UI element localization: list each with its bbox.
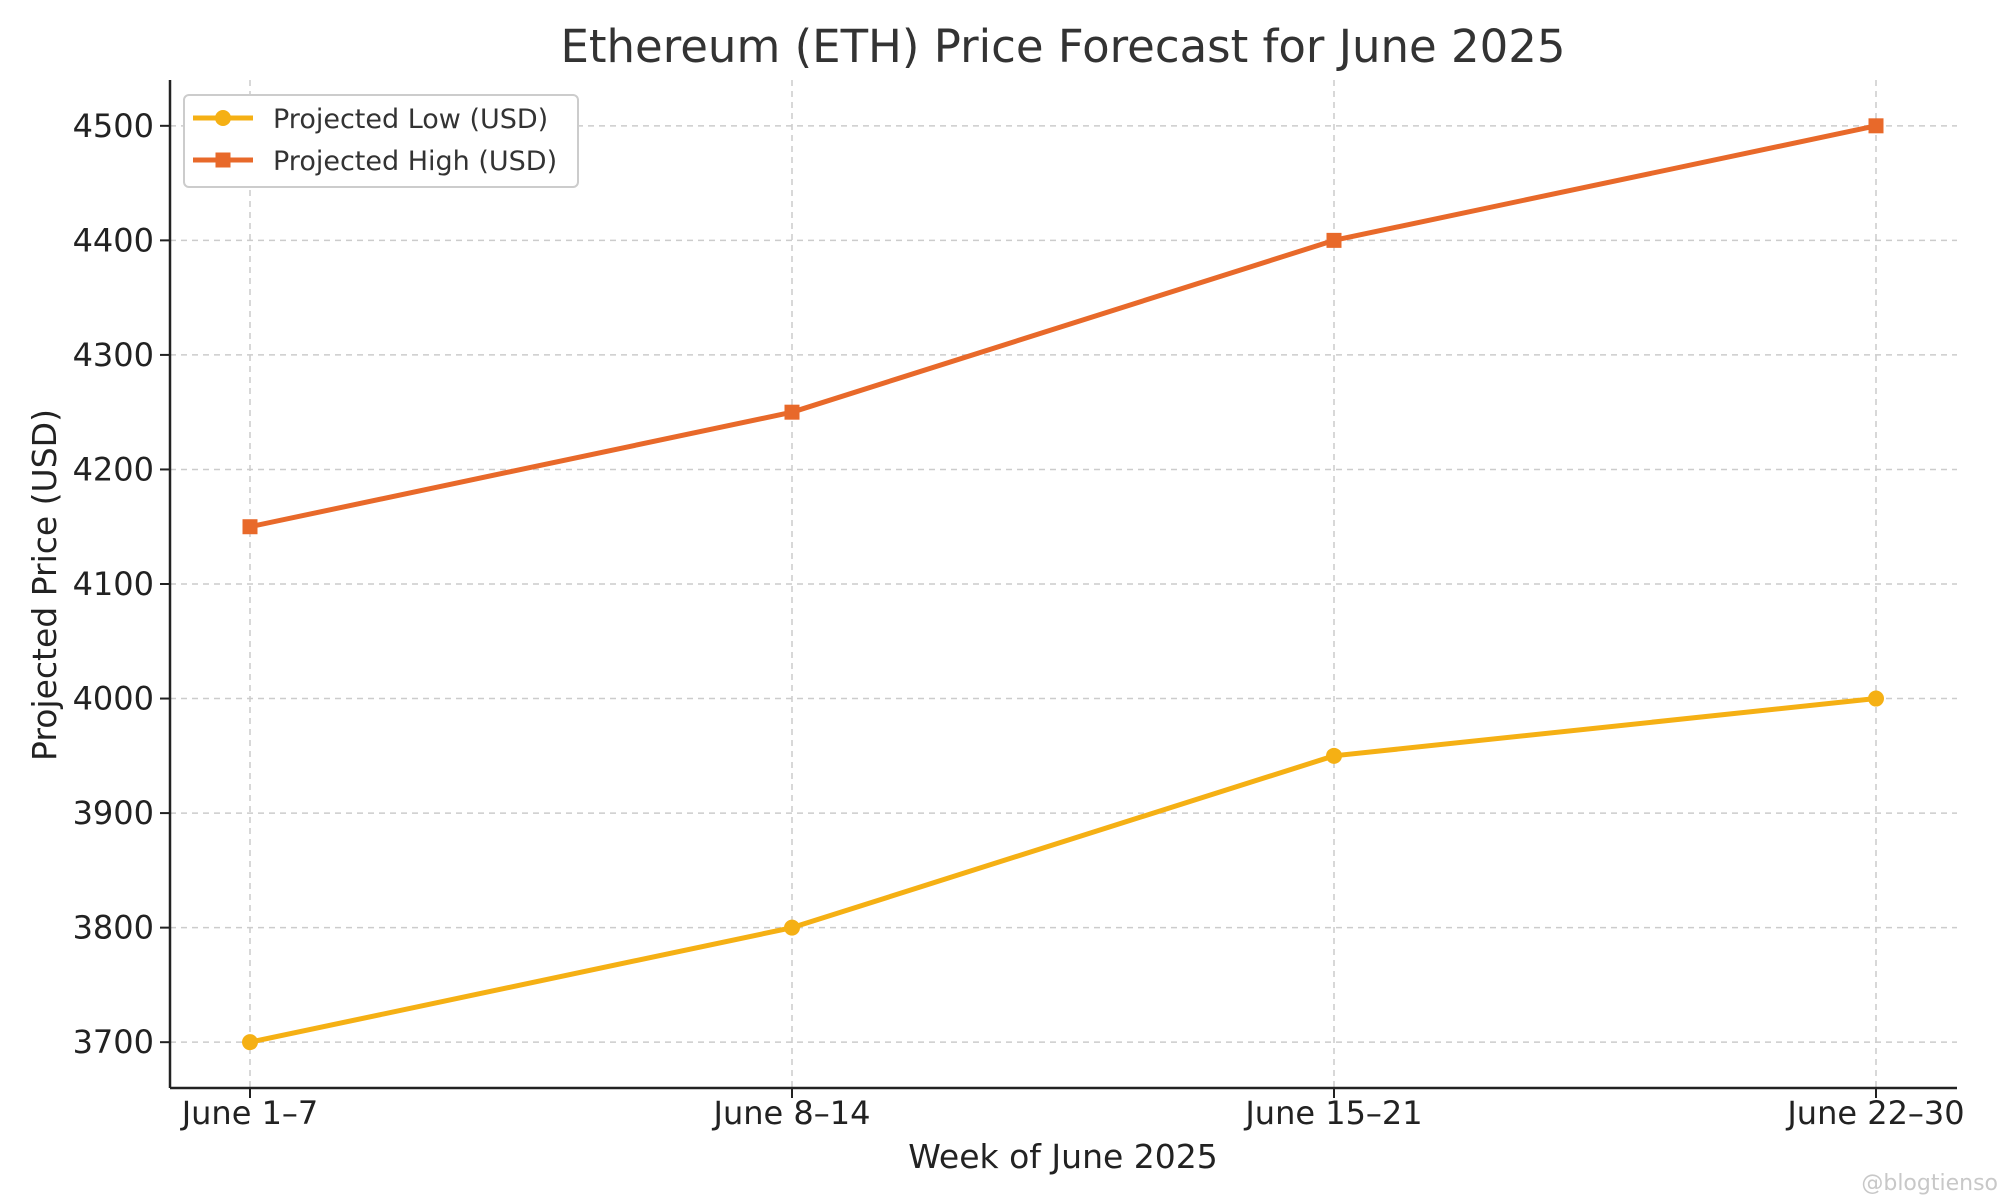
- grid: [170, 80, 1957, 1088]
- series-projected-high: [242, 118, 1884, 535]
- chart-title: Ethereum (ETH) Price Forecast for June 2…: [560, 20, 1565, 73]
- data-point: [784, 404, 800, 420]
- legend: Projected Low (USD) Projected High (USD): [183, 94, 579, 188]
- data-point: [242, 1034, 258, 1051]
- x-tick-label: June 22–30: [1785, 1094, 1964, 1132]
- y-tick-label: 4200: [73, 450, 154, 488]
- legend-marker: [215, 152, 231, 168]
- y-tick-label: 3800: [73, 909, 154, 947]
- y-tick-label: 4400: [73, 221, 154, 259]
- y-tick-label: 3900: [73, 794, 154, 832]
- y-axis-label: Projected Price (USD): [25, 409, 64, 761]
- ticks: 3700 3800 3900 4000 4100 4200 4300 4400 4500 June…: [73, 107, 1965, 1132]
- x-tick-label: June 15–21: [1243, 1094, 1422, 1132]
- watermark: @blogtienso: [1861, 1171, 1998, 1196]
- x-axis-label: Week of June 2025: [908, 1137, 1218, 1176]
- data-point: [1326, 232, 1342, 248]
- series-projected-low: [242, 690, 1884, 1051]
- data-point: [784, 919, 800, 936]
- series: [242, 118, 1884, 1051]
- y-tick-label: 3700: [73, 1023, 154, 1061]
- legend-box: [183, 94, 579, 188]
- y-tick-label: 4000: [73, 680, 154, 718]
- y-tick-label: 4300: [73, 336, 154, 374]
- y-tick-label: 4100: [73, 565, 154, 603]
- series-line: [249, 696, 1877, 1045]
- data-point: [242, 519, 258, 535]
- legend-label: Projected High (USD): [273, 146, 557, 177]
- y-tick-label: 4500: [73, 107, 154, 145]
- x-tick-label: June 1–7: [180, 1094, 319, 1132]
- x-tick-label: June 8–14: [712, 1094, 871, 1132]
- series-line: [249, 123, 1877, 530]
- data-point: [1326, 747, 1342, 764]
- data-point: [1868, 690, 1884, 707]
- data-point: [1868, 118, 1884, 134]
- legend-label: Projected Low (USD): [273, 104, 548, 135]
- legend-marker: [215, 110, 231, 126]
